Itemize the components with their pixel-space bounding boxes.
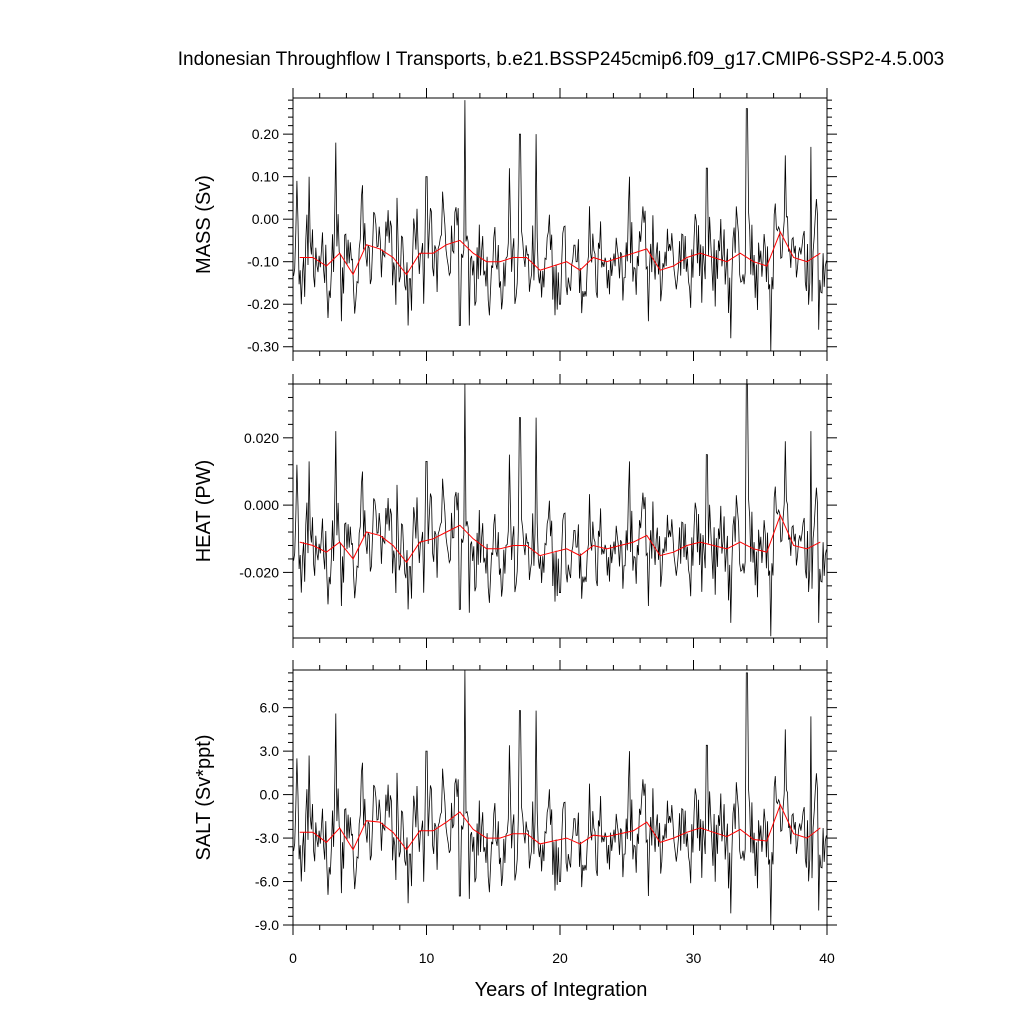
series-annual-mean-line <box>299 803 821 851</box>
y-tick-label: 3.0 <box>260 743 280 759</box>
x-tick-label: 30 <box>686 950 702 966</box>
x-tick-label: 20 <box>552 950 568 966</box>
y-tick-label: -9.0 <box>255 917 279 933</box>
x-tick-label: 0 <box>289 950 297 966</box>
x-axis-label: Years of Integration <box>475 979 648 1001</box>
y-tick-label: 0.00 <box>252 211 279 227</box>
y-tick-label: 0.0 <box>260 787 280 803</box>
x-tick-label: 40 <box>819 950 835 966</box>
y-axis-label: HEAT (PW) <box>193 460 215 563</box>
panel-1: 0.20 0.10 0.00 -0.10 -0.20 -0.30 MASS (Sv) <box>193 88 837 361</box>
y-tick-label: -0.10 <box>247 254 279 270</box>
y-tick-label: 0.20 <box>252 126 279 142</box>
chart-title: Indonesian Throughflow I Transports, b.e… <box>178 49 944 70</box>
panel-2: 0.020 0.000 -0.020 HEAT (PW) <box>193 374 837 648</box>
series-annual-mean-line <box>299 230 821 276</box>
y-tick-label: 6.0 <box>260 700 280 716</box>
series-annual-mean-line <box>299 513 821 564</box>
y-tick-label: 0.020 <box>244 430 279 446</box>
series-monthly-line <box>293 670 827 925</box>
series-monthly-line <box>293 384 827 637</box>
y-tick-label: -0.020 <box>239 564 279 580</box>
y-axis-label: MASS (Sv) <box>193 175 215 274</box>
x-tick-label: 10 <box>419 950 435 966</box>
panel-3: 6.0 3.0 0.0 -3.0 -6.0 -9.0 SALT (Sv*ppt) 0 10 20 3… <box>193 660 837 966</box>
y-tick-label: 0.000 <box>244 497 279 513</box>
y-tick-label: -6.0 <box>255 874 279 890</box>
series-monthly-line <box>293 100 827 351</box>
y-tick-label: -0.30 <box>247 339 279 355</box>
y-axis-label: SALT (Sv*ppt) <box>193 735 215 861</box>
y-tick-label: -0.20 <box>247 296 279 312</box>
y-tick-label: -3.0 <box>255 830 279 846</box>
y-tick-label: 0.10 <box>252 169 279 185</box>
